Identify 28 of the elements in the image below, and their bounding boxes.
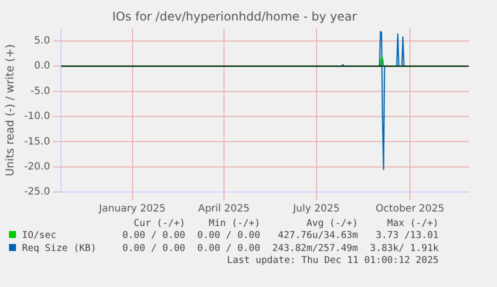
y-tick-label: -10.0 — [24, 111, 50, 122]
x-tick-label: July 2025 — [292, 204, 340, 215]
y-tick-label: -25.0 — [24, 186, 50, 198]
text: 0.00 / 0.00 — [121, 229, 186, 242]
text: 3.83k/ 1.91k — [369, 242, 440, 255]
x-tick-label: January 2025 — [98, 204, 166, 215]
y-tick-label: -5.0 — [30, 86, 50, 97]
chart-title: IOs for /dev/hyperionhdd/home - by year — [112, 9, 357, 24]
text: Max (-/+) — [386, 218, 440, 229]
text: 0.00 / 0.00 — [196, 229, 262, 242]
legend-label: IO/sec — [21, 229, 58, 242]
y-tick-label: 5.0 — [34, 36, 50, 47]
x-tick-label: April 2025 — [198, 204, 250, 215]
text: Min (-/+) — [208, 218, 262, 229]
text: Avg (-/+) — [306, 218, 359, 229]
text: 0.00 / 0.00 — [121, 242, 186, 255]
text: Last update: Thu Dec 11 01:00:12 2025 — [226, 255, 440, 266]
text: 243.82m/257.49m — [271, 242, 359, 255]
text: Cur (-/+) — [132, 218, 186, 229]
y-tick-label: -15.0 — [24, 136, 50, 148]
y-tick-label: -20.0 — [24, 161, 50, 172]
text: 427.76u/34.63m — [276, 229, 359, 242]
text: 0.00 / 0.00 — [196, 242, 262, 255]
legend-label: Req Size (KB) — [21, 242, 98, 255]
text: 3.73 /13.01 — [374, 229, 440, 242]
y-tick-label: 0.0 — [34, 60, 50, 72]
x-tick-label: October 2025 — [376, 204, 444, 215]
y-axis-title: Units read (-) / write (+) — [3, 44, 16, 176]
